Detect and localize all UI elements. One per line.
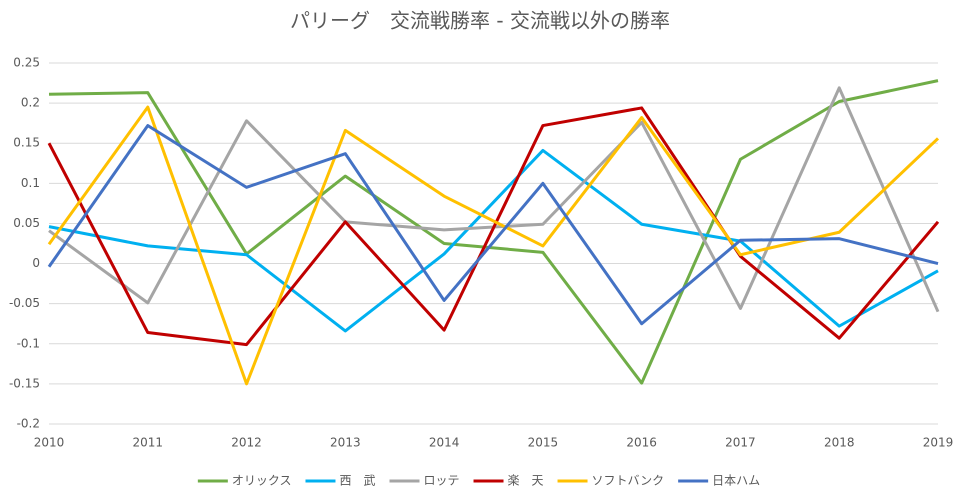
x-tick-label: 2016	[626, 436, 657, 450]
x-tick-label: 2010	[34, 436, 65, 450]
x-tick-label: 2014	[429, 436, 460, 450]
legend-label: 西 武	[339, 474, 375, 488]
legend-label: ロッテ	[424, 474, 460, 488]
x-tick-label: 2012	[231, 436, 262, 450]
x-tick-label: 2011	[133, 436, 164, 450]
y-tick-label: -0.15	[9, 376, 40, 390]
x-tick-label: 2015	[528, 436, 559, 450]
y-tick-label: -0.05	[9, 296, 40, 310]
y-tick-label: 0.1	[21, 176, 40, 190]
chart-title: パリーグ 交流戦勝率 - 交流戦以外の勝率	[290, 9, 670, 33]
y-tick-label: 0.15	[13, 136, 40, 150]
y-tick-label: 0.2	[21, 96, 40, 110]
series-line	[47, 124, 939, 326]
series-line	[47, 105, 940, 386]
legend-label: 日本ハム	[712, 474, 760, 488]
y-tick-label: -0.1	[17, 336, 40, 350]
y-tick-label: -0.2	[17, 417, 40, 431]
series-line	[47, 106, 940, 347]
x-tick-label: 2018	[824, 436, 855, 450]
y-tick-label: 0	[32, 256, 40, 270]
series-line	[48, 79, 939, 385]
legend-label: 楽 天	[508, 474, 544, 488]
x-tick-label: 2017	[725, 436, 756, 450]
x-tick-label: 2019	[923, 436, 954, 450]
y-tick-label: 0.25	[13, 56, 40, 70]
series-line	[48, 148, 939, 333]
legend-label: ソフトバンク	[592, 474, 665, 488]
x-tick-label: 2013	[330, 436, 361, 450]
legend-label: オリックス	[232, 474, 292, 488]
y-tick-label: 0.05	[13, 216, 40, 230]
